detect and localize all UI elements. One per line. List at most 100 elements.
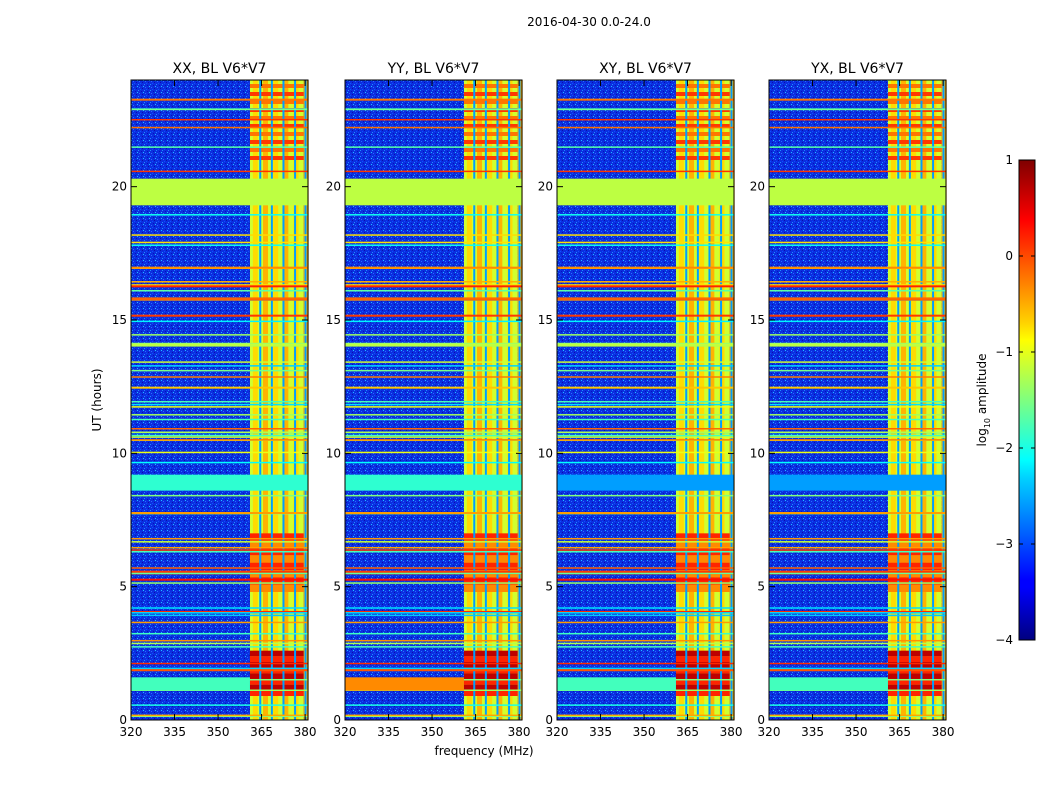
bright-block bbox=[463, 584, 518, 592]
y-tick-label: 10 bbox=[538, 446, 553, 460]
band-gap bbox=[720, 80, 723, 720]
rfi-line-strong bbox=[557, 298, 734, 301]
bright-block bbox=[887, 562, 942, 570]
flagged-band bbox=[557, 178, 734, 206]
bright-block bbox=[463, 650, 518, 657]
band-stripe bbox=[487, 80, 493, 720]
colorbar-label: log10 amplitude bbox=[975, 354, 992, 447]
rfi-line bbox=[345, 234, 522, 236]
rfi-line bbox=[557, 572, 734, 575]
rfi-line-strong bbox=[345, 386, 522, 389]
y-tick-label: 0 bbox=[545, 713, 553, 727]
rfi-line bbox=[557, 400, 734, 403]
y-tick-label: 20 bbox=[326, 180, 341, 194]
rfi-line bbox=[131, 549, 308, 551]
colorbar-tick-label: −2 bbox=[995, 441, 1013, 455]
rfi-line bbox=[769, 546, 946, 549]
rfi-line bbox=[131, 607, 308, 609]
rfi-line bbox=[345, 320, 522, 323]
rfi-line-strong bbox=[131, 285, 308, 288]
band-gap bbox=[730, 80, 733, 720]
panel-1: XX, BL V6*V7 320 335 350 365 380 0 5 10 15 20 bbox=[112, 61, 317, 739]
rfi-line bbox=[131, 582, 308, 584]
rfi-line bbox=[345, 365, 522, 367]
rfi-line bbox=[557, 612, 734, 614]
rfi-line bbox=[769, 414, 946, 416]
low-band bbox=[557, 677, 676, 691]
y-axis-label: UT (hours) bbox=[90, 368, 104, 431]
rfi-line bbox=[769, 662, 946, 665]
rfi-line bbox=[345, 414, 522, 416]
y-tick-label: 10 bbox=[112, 446, 127, 460]
panel-title: YX, BL V6*V7 bbox=[810, 61, 904, 77]
cyan-band bbox=[769, 474, 946, 491]
rfi-line bbox=[557, 642, 734, 645]
rfi-line bbox=[557, 537, 734, 540]
cyan-band bbox=[131, 474, 308, 491]
rfi-line bbox=[131, 108, 308, 111]
rfi-line bbox=[131, 621, 308, 624]
rfi-line bbox=[131, 170, 308, 173]
rfi-line bbox=[131, 612, 308, 614]
upper-patch bbox=[249, 148, 304, 152]
x-tick-label: 320 bbox=[546, 725, 569, 739]
rfi-line bbox=[769, 642, 946, 645]
band-stripe bbox=[273, 80, 279, 720]
rfi-line bbox=[345, 118, 522, 121]
bright-block bbox=[463, 656, 518, 662]
rfi-line bbox=[345, 427, 522, 430]
rfi-line bbox=[769, 345, 946, 347]
rfi-line bbox=[769, 439, 946, 441]
rfi-line bbox=[345, 297, 522, 299]
rfi-line-strong bbox=[131, 512, 308, 514]
band-stripe bbox=[921, 80, 927, 720]
rfi-line bbox=[345, 642, 522, 645]
rfi-line bbox=[131, 320, 308, 323]
rfi-line bbox=[131, 610, 308, 613]
bright-block bbox=[463, 684, 518, 691]
band-gap bbox=[508, 80, 511, 720]
rfi-line bbox=[345, 400, 522, 403]
rfi-line-strong bbox=[345, 512, 522, 514]
low-band bbox=[769, 677, 888, 691]
rfi-line bbox=[131, 406, 308, 408]
rfi-line bbox=[131, 290, 308, 292]
rfi-line bbox=[557, 170, 734, 173]
rfi-line-strong bbox=[769, 578, 946, 581]
rfi-line-strong bbox=[557, 570, 734, 573]
rfi-line bbox=[769, 418, 946, 421]
rfi-line bbox=[557, 621, 734, 624]
x-tick-label: 320 bbox=[334, 725, 357, 739]
rfi-line bbox=[769, 436, 946, 438]
bright-block bbox=[887, 584, 942, 592]
rfi-line bbox=[769, 572, 946, 575]
rfi-line bbox=[131, 234, 308, 236]
rfi-line bbox=[345, 669, 522, 671]
x-tick-label: 335 bbox=[163, 725, 186, 739]
bright-block bbox=[675, 584, 730, 592]
rfi-line bbox=[131, 546, 308, 549]
rfi-line bbox=[769, 126, 946, 129]
y-tick-label: 10 bbox=[750, 446, 765, 460]
rfi-line bbox=[345, 551, 522, 553]
rfi-line-strong bbox=[345, 314, 522, 317]
rfi-line-strong bbox=[131, 578, 308, 581]
rfi-line bbox=[557, 704, 734, 706]
rfi-line bbox=[557, 714, 734, 717]
x-tick-label: 380 bbox=[294, 725, 317, 739]
rfi-line bbox=[557, 345, 734, 347]
cyan-band bbox=[557, 474, 734, 491]
panel-2: YY, BL V6*V7 320 335 350 365 380 0 5 10 15 20 bbox=[326, 61, 531, 739]
upper-patch bbox=[463, 92, 518, 96]
rfi-line bbox=[557, 244, 734, 246]
upper-patch bbox=[675, 124, 730, 128]
band-gap bbox=[932, 80, 935, 720]
rfi-line bbox=[557, 414, 734, 416]
upper-patch bbox=[249, 124, 304, 128]
upper-patch bbox=[249, 140, 304, 144]
band-gap bbox=[270, 80, 273, 720]
rfi-line-strong bbox=[131, 314, 308, 317]
upper-patch bbox=[887, 156, 942, 160]
rfi-line bbox=[769, 646, 946, 648]
band-stripe bbox=[890, 80, 896, 720]
